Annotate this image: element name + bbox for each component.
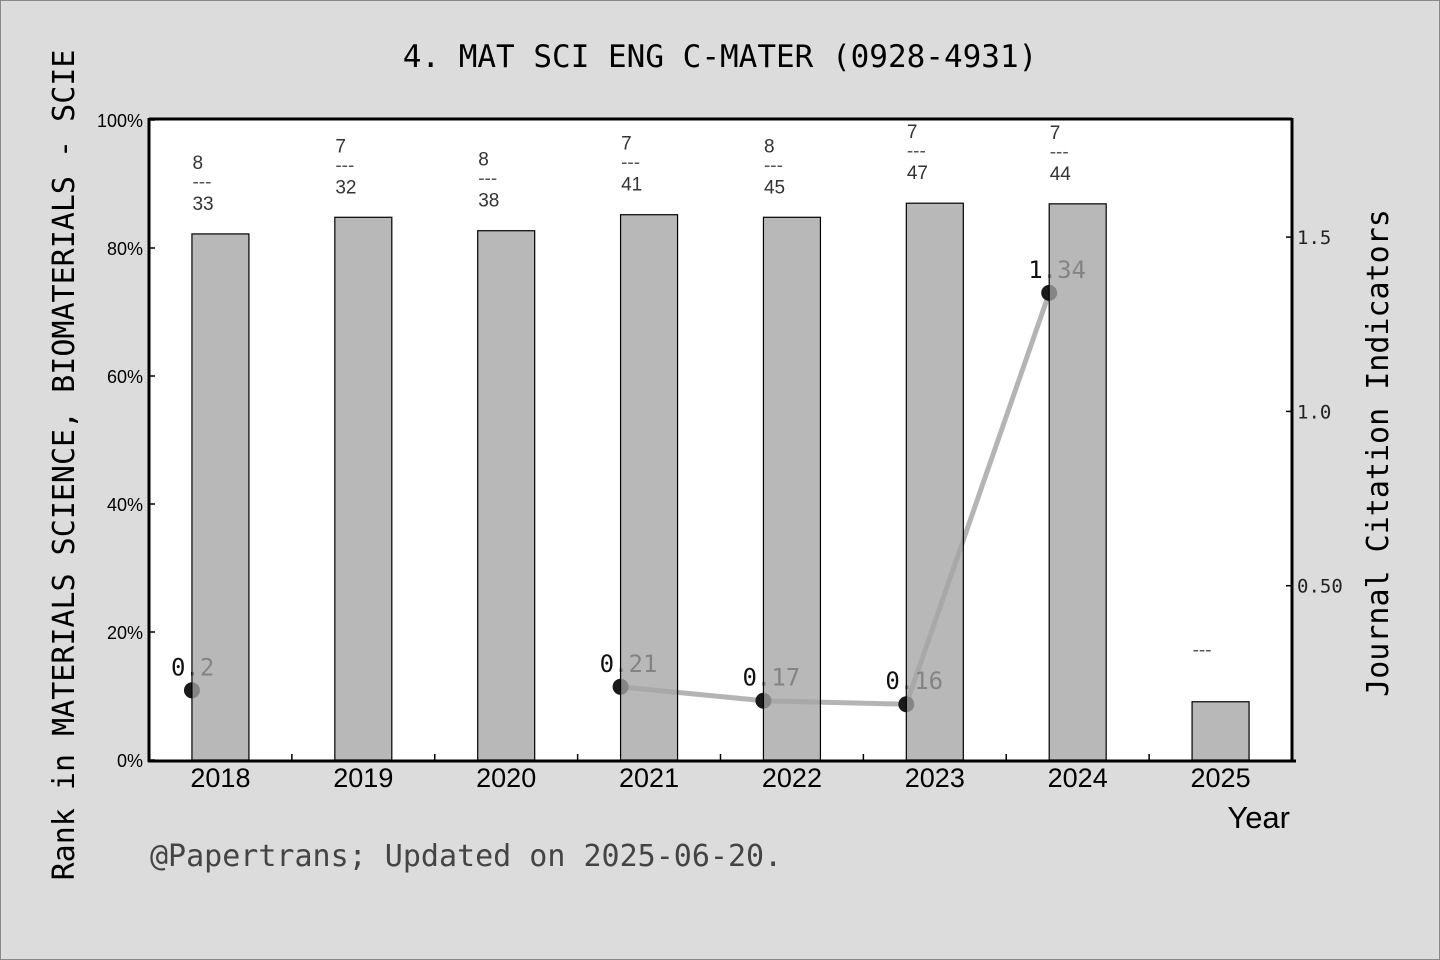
rank-total-label: 47: [907, 163, 928, 184]
y2-axis-label: Journal Citation Indicators: [1361, 209, 1396, 697]
rank-total-label: 44: [1050, 164, 1072, 185]
chart-title: 4. MAT SCI ENG C-MATER (0928-4931): [403, 39, 1038, 75]
rank-total-label: 38: [478, 191, 499, 212]
rank-label: 7: [1050, 123, 1061, 144]
y-tick-label: 0%: [117, 751, 143, 771]
rank-divider: ---: [621, 153, 640, 174]
x-tick-label: 2022: [762, 763, 822, 793]
rank-divider: ---: [1193, 640, 1212, 661]
x-tick-label: 2023: [905, 763, 965, 793]
x-axis-label: Year: [1227, 800, 1290, 835]
x-tick-label: 2025: [1191, 763, 1251, 793]
rank-label: 8: [478, 150, 489, 171]
bar-2024: [1048, 203, 1107, 761]
y-tick-label: 20%: [107, 623, 143, 643]
bar-2018: [191, 233, 250, 761]
x-tick-label: 2018: [190, 763, 250, 793]
y-axis-label: Rank in MATERIALS SCIENCE, BIOMATERIALS …: [47, 50, 82, 881]
rank-label: 8: [764, 136, 775, 157]
rank-total-label: 33: [192, 194, 213, 215]
bar-2025: [1191, 701, 1250, 761]
rank-divider: ---: [478, 169, 497, 190]
rank-label: 7: [907, 122, 918, 143]
rank-divider: ---: [335, 155, 354, 176]
y2-tick-label: 0.50: [1297, 576, 1343, 598]
rank-divider: ---: [1050, 142, 1069, 163]
bar-2021: [619, 214, 679, 761]
y2-tick-label: 1.5: [1297, 227, 1331, 249]
y2-tick-label: 1.0: [1297, 401, 1331, 423]
rank-label: 7: [335, 136, 346, 157]
y-tick-label: 100%: [97, 111, 143, 131]
x-tick-label: 2021: [619, 763, 679, 793]
y-tick-label: 80%: [107, 239, 143, 259]
bar-2022: [762, 216, 822, 761]
bar-2020: [477, 230, 536, 761]
x-tick-label: 2020: [476, 763, 536, 793]
bar-2023: [905, 202, 964, 761]
y-tick-label: 60%: [107, 367, 143, 387]
bar-2019: [334, 216, 393, 761]
footer-note: @Papertrans; Updated on 2025-06-20.: [150, 839, 782, 874]
x-tick-label: 2024: [1048, 763, 1108, 793]
rank-total-label: 45: [764, 177, 785, 198]
y-tick-label: 40%: [107, 495, 143, 515]
rank-divider: ---: [907, 141, 926, 162]
rank-total-label: 41: [621, 175, 642, 196]
rank-label: 8: [192, 153, 203, 174]
plot-area: [149, 120, 1292, 761]
rank-divider: ---: [764, 155, 783, 176]
rank-total-label: 32: [335, 177, 356, 198]
jci-line: [620, 292, 1052, 707]
rank-label: 7: [621, 134, 632, 155]
x-tick-label: 2019: [333, 763, 393, 793]
rank-divider: ---: [192, 172, 211, 193]
